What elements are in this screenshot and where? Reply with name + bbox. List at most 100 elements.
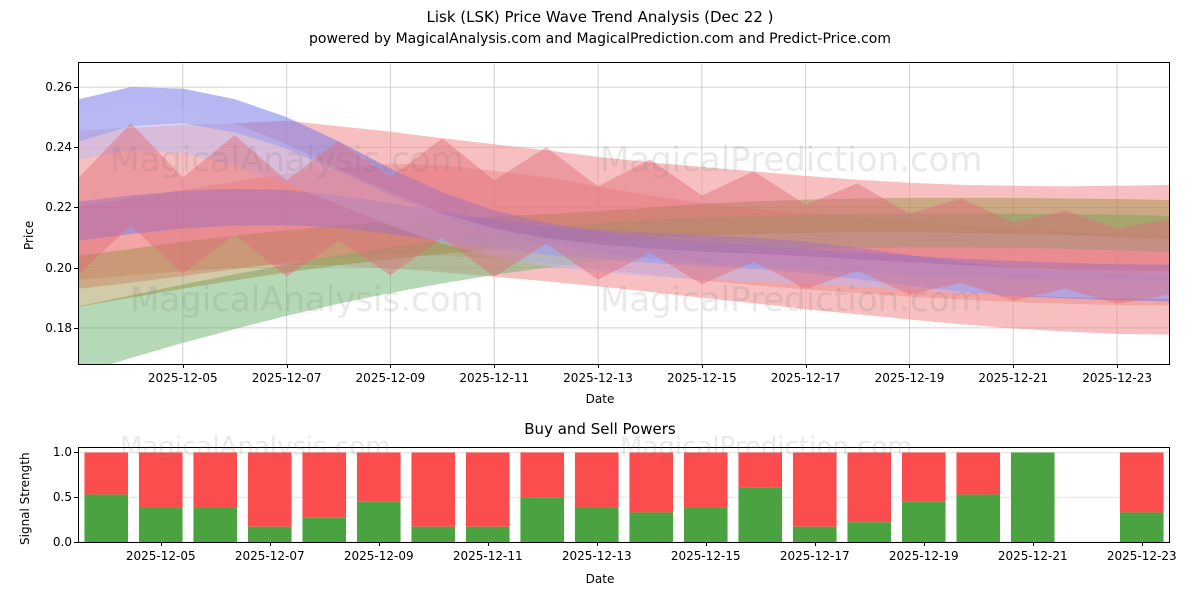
bar-segment-buy-power bbox=[738, 487, 782, 542]
bar-segment-sell-power bbox=[411, 452, 455, 526]
bar-segment-buy-power bbox=[248, 527, 292, 542]
bar-segment-sell-power bbox=[302, 452, 346, 517]
x-axis-label-date-top: Date bbox=[0, 392, 1200, 406]
bar-segment-sell-power bbox=[1120, 452, 1164, 512]
bar-segment-buy-power bbox=[193, 507, 237, 542]
y-tick-label: 0.0 bbox=[26, 535, 72, 549]
y-tick-mark bbox=[74, 268, 78, 269]
y-tick-mark bbox=[74, 207, 78, 208]
chart-page: Lisk (LSK) Price Wave Trend Analysis (De… bbox=[0, 0, 1200, 600]
y-tick-mark bbox=[74, 452, 78, 453]
bar-segment-sell-power bbox=[193, 452, 237, 507]
x-tick-mark bbox=[161, 542, 162, 546]
x-tick-label: 2025-12-15 bbox=[667, 371, 737, 385]
y-tick-mark bbox=[74, 542, 78, 543]
bar-segment-buy-power bbox=[1120, 512, 1164, 542]
bar-segment-buy-power bbox=[411, 527, 455, 542]
x-tick-label: 2025-12-21 bbox=[978, 371, 1048, 385]
x-tick-mark bbox=[598, 364, 599, 368]
x-tick-label: 2025-12-19 bbox=[889, 549, 959, 563]
price-wave-plot-area bbox=[78, 62, 1170, 365]
x-tick-mark bbox=[924, 542, 925, 546]
y-tick-label: 0.18 bbox=[26, 321, 72, 335]
x-tick-label: 2025-12-13 bbox=[563, 371, 633, 385]
bar-segment-buy-power bbox=[357, 502, 401, 542]
x-tick-label: 2025-12-21 bbox=[998, 549, 1068, 563]
x-tick-mark bbox=[1117, 364, 1118, 368]
y-tick-label: 0.20 bbox=[26, 261, 72, 275]
x-tick-mark bbox=[806, 364, 807, 368]
y-tick-label: 1.0 bbox=[26, 445, 72, 459]
bar-segment-sell-power bbox=[520, 452, 564, 497]
bar-segment-buy-power bbox=[902, 502, 946, 542]
x-tick-mark bbox=[815, 542, 816, 546]
y-axis-label-signal-strength: Signal Strength bbox=[18, 452, 32, 545]
page-title: Lisk (LSK) Price Wave Trend Analysis (De… bbox=[0, 8, 1200, 26]
x-tick-mark bbox=[287, 364, 288, 368]
bar-segment-sell-power bbox=[248, 452, 292, 526]
x-tick-label: 2025-12-17 bbox=[780, 549, 850, 563]
y-axis-label-price: Price bbox=[22, 221, 36, 250]
bar-segment-sell-power bbox=[629, 452, 673, 512]
x-axis-label-date-bottom: Date bbox=[0, 572, 1200, 586]
x-tick-mark bbox=[270, 542, 271, 546]
x-tick-label: 2025-12-09 bbox=[356, 371, 426, 385]
x-tick-mark bbox=[183, 364, 184, 368]
x-tick-mark bbox=[390, 364, 391, 368]
y-tick-label: 0.26 bbox=[26, 80, 72, 94]
bar-segment-buy-power bbox=[847, 522, 891, 542]
buy-sell-svg bbox=[79, 448, 1169, 542]
buy-sell-title: Buy and Sell Powers bbox=[0, 420, 1200, 438]
bar-segment-buy-power bbox=[629, 512, 673, 542]
bar-segment-buy-power bbox=[684, 507, 728, 542]
y-tick-mark bbox=[74, 497, 78, 498]
buy-sell-plot-area bbox=[78, 447, 1170, 543]
y-tick-label: 0.22 bbox=[26, 200, 72, 214]
x-tick-label: 2025-12-23 bbox=[1107, 549, 1177, 563]
x-tick-mark bbox=[597, 542, 598, 546]
x-tick-mark bbox=[706, 542, 707, 546]
bar-segment-buy-power bbox=[520, 497, 564, 542]
bar-segment-sell-power bbox=[956, 452, 1000, 494]
x-tick-label: 2025-12-09 bbox=[344, 549, 414, 563]
x-tick-mark bbox=[702, 364, 703, 368]
y-tick-mark bbox=[74, 328, 78, 329]
bar-segment-sell-power bbox=[575, 452, 619, 507]
bar-segment-sell-power bbox=[847, 452, 891, 522]
x-tick-label: 2025-12-07 bbox=[235, 549, 305, 563]
bar-segment-buy-power bbox=[575, 507, 619, 542]
x-tick-mark bbox=[1013, 364, 1014, 368]
bar-segment-sell-power bbox=[84, 452, 128, 494]
bar-segment-buy-power bbox=[84, 495, 128, 542]
x-tick-label: 2025-12-17 bbox=[771, 371, 841, 385]
x-tick-mark bbox=[494, 364, 495, 368]
bar-segment-sell-power bbox=[902, 452, 946, 501]
bar-segment-sell-power bbox=[684, 452, 728, 507]
x-tick-label: 2025-12-15 bbox=[671, 549, 741, 563]
x-tick-label: 2025-12-07 bbox=[252, 371, 322, 385]
bar-segment-sell-power bbox=[793, 452, 837, 526]
y-tick-mark bbox=[74, 87, 78, 88]
price-wave-svg bbox=[79, 63, 1169, 364]
bar-segment-buy-power bbox=[956, 495, 1000, 542]
x-tick-label: 2025-12-05 bbox=[148, 371, 218, 385]
bar-segment-sell-power bbox=[466, 452, 510, 526]
x-tick-label: 2025-12-13 bbox=[562, 549, 632, 563]
bar-segment-sell-power bbox=[738, 452, 782, 487]
bar-segment-buy-power bbox=[139, 507, 183, 542]
bar-segment-buy-power bbox=[1011, 452, 1055, 542]
bar-segment-buy-power bbox=[793, 527, 837, 542]
bar-segment-sell-power bbox=[357, 452, 401, 501]
x-tick-mark bbox=[1142, 542, 1143, 546]
x-tick-mark bbox=[909, 364, 910, 368]
y-tick-label: 0.24 bbox=[26, 140, 72, 154]
x-tick-mark bbox=[379, 542, 380, 546]
x-tick-label: 2025-12-11 bbox=[459, 371, 529, 385]
bar-segment-sell-power bbox=[139, 452, 183, 507]
x-tick-label: 2025-12-19 bbox=[875, 371, 945, 385]
x-tick-mark bbox=[488, 542, 489, 546]
bar-segment-buy-power bbox=[466, 527, 510, 542]
y-tick-mark bbox=[74, 147, 78, 148]
x-tick-label: 2025-12-23 bbox=[1082, 371, 1152, 385]
x-tick-label: 2025-12-05 bbox=[126, 549, 196, 563]
